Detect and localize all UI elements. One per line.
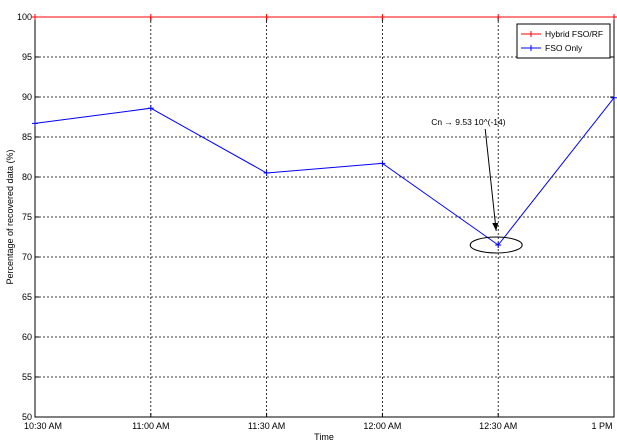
x-tick-label: 10:30 AM bbox=[24, 421, 62, 431]
series-line bbox=[34, 97, 615, 246]
y-tick-label: 50 bbox=[22, 412, 32, 422]
annotation-arrow-line bbox=[484, 128, 497, 232]
series-hybrid-fso-rf bbox=[32, 14, 617, 20]
y-tick-label: 75 bbox=[22, 212, 32, 222]
legend-label: FSO Only bbox=[545, 43, 583, 53]
data-point bbox=[147, 14, 154, 20]
y-tick-label: 100 bbox=[17, 12, 32, 22]
x-tick-label: 11:30 AM bbox=[248, 421, 285, 431]
y-tick-label: 85 bbox=[22, 132, 32, 142]
y-axis-label: Percentage of recovered data (%) bbox=[5, 149, 15, 284]
x-tick-label: 1 PM bbox=[591, 421, 612, 431]
data-point bbox=[147, 105, 154, 112]
y-tick-label: 65 bbox=[22, 292, 32, 302]
y-tick-label: 95 bbox=[22, 52, 32, 62]
x-tick-label: 12:00 AM bbox=[363, 421, 401, 431]
annotation-ellipse bbox=[469, 236, 523, 254]
legend-box bbox=[516, 23, 611, 59]
x-axis-label: Time bbox=[314, 432, 334, 442]
series-fso-only bbox=[32, 94, 617, 248]
series-layer bbox=[32, 14, 617, 248]
legend: Hybrid FSO/RF FSO Only bbox=[516, 23, 611, 59]
data-point bbox=[263, 14, 270, 20]
data-point bbox=[263, 170, 270, 176]
legend-entry: Hybrid FSO/RF bbox=[521, 29, 603, 39]
data-point bbox=[495, 14, 502, 20]
data-point bbox=[495, 242, 502, 248]
data-point bbox=[32, 14, 38, 20]
data-point bbox=[611, 14, 617, 20]
y-tick-label: 70 bbox=[22, 252, 32, 262]
data-point bbox=[379, 14, 386, 20]
annotation-arrow-head bbox=[492, 223, 499, 231]
data-point bbox=[379, 160, 386, 167]
x-tick-label: 12:30 AM bbox=[479, 421, 517, 431]
y-tick-label: 55 bbox=[22, 372, 32, 382]
y-tick-label: 80 bbox=[22, 172, 32, 182]
data-point bbox=[32, 120, 38, 127]
grid bbox=[35, 17, 614, 417]
x-tick-label: 11:00 AM bbox=[132, 421, 169, 431]
y-tick-label: 60 bbox=[22, 332, 32, 342]
annotation: Cn → 9.53 10^(-14) bbox=[431, 117, 523, 254]
annotation-label: Cn → 9.53 10^(-14) bbox=[431, 117, 506, 127]
y-tick-label: 90 bbox=[22, 92, 32, 102]
data-point bbox=[611, 94, 617, 101]
legend-entry: FSO Only bbox=[521, 43, 583, 53]
legend-label: Hybrid FSO/RF bbox=[545, 29, 603, 39]
